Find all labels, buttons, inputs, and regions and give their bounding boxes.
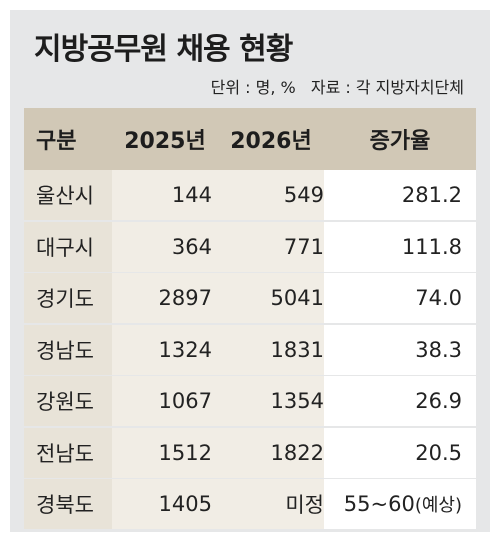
- table-row: 경북도 1405 미정 55~60 (예상): [24, 479, 476, 529]
- region-cell-value: 경남도: [36, 338, 94, 363]
- header-region: 구분: [24, 108, 112, 170]
- value-2026-cell: 미정: [218, 479, 324, 529]
- value-2025-cell: 364: [112, 221, 218, 272]
- table-row: 울산시 144 549 281.2: [24, 170, 476, 220]
- region-cell: 전남도: [24, 427, 112, 478]
- value-2025-cell-value: 1324: [158, 337, 212, 362]
- table-row: 대구시 364 771 111.8: [24, 221, 476, 272]
- value-2025-cell-value: 2897: [158, 286, 212, 310]
- rate-cell-value: 20.5: [415, 440, 462, 465]
- value-2025-cell-value: 144: [171, 183, 212, 207]
- value-2026-cell-value: 미정: [285, 493, 324, 517]
- region-cell-value: 대구시: [36, 235, 94, 260]
- rate-cell: 38.3: [324, 324, 476, 375]
- value-2026-cell-value: 1354: [270, 389, 324, 413]
- value-2025-cell: 144: [112, 170, 218, 220]
- rate-cell-value: 111.8: [401, 234, 462, 259]
- value-2026-cell-value: 1831: [270, 337, 324, 362]
- table-header-row: 구분 2025년 2026년 증가율: [24, 108, 476, 170]
- region-cell-value: 강원도: [36, 390, 94, 414]
- region-cell-value: 경북도: [36, 493, 94, 517]
- value-2025-cell-value: 364: [171, 234, 212, 259]
- region-cell: 강원도: [24, 376, 112, 426]
- rate-cell: 74.0: [324, 273, 476, 323]
- value-2025-cell-value: 1067: [158, 389, 212, 413]
- rate-cell: 281.2: [324, 170, 476, 220]
- region-cell-value: 전남도: [36, 441, 94, 466]
- table-row: 강원도 1067 1354 26.9: [24, 376, 476, 426]
- rate-cell-value: 281.2: [401, 183, 462, 207]
- value-2026-cell-value: 1822: [270, 440, 324, 465]
- region-cell: 경남도: [24, 324, 112, 375]
- header-2026: 2026년: [218, 108, 324, 170]
- unit-label: 단위 : 명, %: [210, 78, 296, 97]
- table-row: 전남도 1512 1822 20.5: [24, 427, 476, 478]
- table-row: 경남도 1324 1831 38.3: [24, 324, 476, 375]
- region-cell: 대구시: [24, 221, 112, 272]
- value-2025-cell: 2897: [112, 273, 218, 323]
- rate-cell: 20.5: [324, 427, 476, 478]
- value-2026-cell: 549: [218, 170, 324, 220]
- data-table: 구분 2025년 2026년 증가율 울산시 144 549 281.2 대구시 364 7…: [24, 108, 476, 531]
- region-cell: 경기도: [24, 273, 112, 323]
- region-cell: 울산시: [24, 170, 112, 220]
- value-2026-cell: 5041: [218, 273, 324, 323]
- value-2026-cell-value: 549: [283, 183, 324, 207]
- region-cell: 경북도: [24, 479, 112, 529]
- value-2026-cell: 1831: [218, 324, 324, 375]
- header-2025: 2025년: [112, 108, 218, 170]
- infographic-panel: 지방공무원 채용 현황 단위 : 명, % 자료 : 각 지방자치단체 구분 2…: [10, 10, 490, 532]
- source-label: 자료 : 각 지방자치단체: [310, 78, 464, 97]
- rate-cell-value: 26.9: [415, 389, 462, 413]
- value-2026-cell-value: 5041: [270, 286, 324, 310]
- rate-cell: 26.9: [324, 376, 476, 426]
- rate-cell: 111.8: [324, 221, 476, 272]
- value-2025-cell: 1405: [112, 479, 218, 529]
- meta-line: 단위 : 명, % 자료 : 각 지방자치단체: [201, 74, 464, 98]
- value-2026-cell-value: 771: [283, 234, 324, 259]
- rate-cell: 55~60 (예상): [324, 479, 476, 529]
- value-2025-cell-value: 1512: [158, 440, 212, 465]
- rate-cell-value: 55~60: [343, 492, 415, 516]
- value-2025-cell: 1512: [112, 427, 218, 478]
- value-2026-cell: 771: [218, 221, 324, 272]
- rate-note: (예상): [414, 495, 462, 516]
- chart-title: 지방공무원 채용 현황: [34, 32, 293, 67]
- value-2025-cell: 1067: [112, 376, 218, 426]
- value-2026-cell: 1822: [218, 427, 324, 478]
- rate-cell-value: 74.0: [415, 286, 462, 310]
- value-2026-cell: 1354: [218, 376, 324, 426]
- value-2025-cell-value: 1405: [158, 492, 212, 516]
- region-cell-value: 울산시: [36, 184, 94, 208]
- header-rate: 증가율: [324, 108, 476, 170]
- rate-cell-value: 38.3: [415, 337, 462, 362]
- table-row: 경기도 2897 5041 74.0: [24, 273, 476, 323]
- value-2025-cell: 1324: [112, 324, 218, 375]
- region-cell-value: 경기도: [36, 287, 94, 311]
